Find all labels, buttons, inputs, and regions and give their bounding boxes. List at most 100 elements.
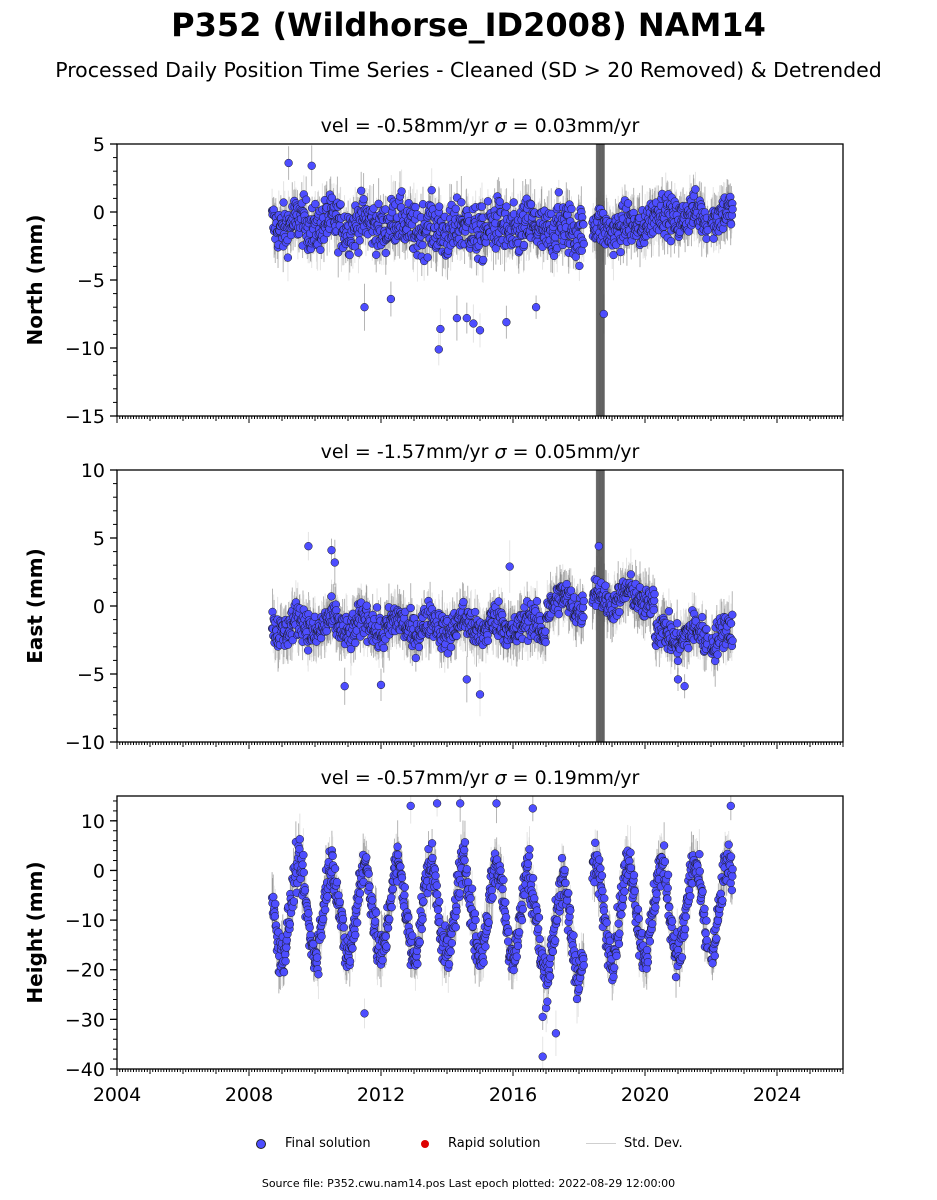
data-point bbox=[691, 185, 700, 194]
data-point bbox=[307, 161, 316, 170]
data-point bbox=[404, 913, 413, 922]
data-point bbox=[615, 607, 624, 617]
data-point bbox=[599, 906, 609, 915]
data-point bbox=[319, 914, 328, 924]
data-point bbox=[594, 542, 603, 551]
data-point bbox=[269, 892, 278, 902]
data-point bbox=[600, 894, 609, 903]
x-tick-label: 2016 bbox=[489, 1084, 537, 1106]
data-point bbox=[419, 897, 428, 906]
data-point bbox=[499, 875, 508, 885]
y-axis: −40 −30 −20 −10 0 10 bbox=[65, 800, 117, 1081]
panel-1: vel = -0.58mm/yr σ = 0.03mm/yr −15 −10 −5 0 5… bbox=[23, 115, 844, 428]
data-point bbox=[572, 994, 582, 1004]
final-solution-points bbox=[267, 799, 737, 1061]
data-point bbox=[459, 597, 468, 607]
data-point bbox=[451, 923, 460, 932]
data-point bbox=[299, 850, 308, 860]
data-point bbox=[666, 237, 676, 246]
data-point bbox=[614, 939, 624, 949]
data-point bbox=[698, 612, 707, 622]
data-point bbox=[433, 905, 443, 914]
data-point bbox=[502, 318, 511, 327]
data-point bbox=[483, 197, 493, 206]
data-point bbox=[702, 624, 711, 634]
y-tick-label: 0 bbox=[93, 202, 105, 224]
data-point bbox=[457, 198, 466, 207]
data-point bbox=[728, 610, 737, 619]
data-point bbox=[314, 970, 323, 979]
data-point bbox=[626, 863, 636, 873]
data-point bbox=[376, 680, 386, 690]
sigma-text: = 0.19mm/yr bbox=[507, 767, 640, 789]
data-point bbox=[369, 204, 378, 213]
data-point bbox=[548, 947, 558, 956]
data-point bbox=[509, 965, 518, 975]
data-point bbox=[618, 902, 627, 911]
panel-title: vel = -0.57mm/yr σ = 0.19mm/yr bbox=[321, 767, 640, 789]
data-point bbox=[728, 205, 737, 214]
data-point bbox=[471, 915, 480, 925]
data-point bbox=[372, 250, 381, 259]
data-point bbox=[285, 920, 295, 929]
data-point bbox=[339, 923, 348, 932]
data-point bbox=[494, 597, 503, 606]
data-point bbox=[526, 200, 536, 209]
data-point bbox=[728, 864, 737, 874]
sigma-text: = 0.03mm/yr bbox=[507, 115, 640, 137]
data-point bbox=[728, 872, 737, 881]
panel-title: vel = -0.58mm/yr σ = 0.03mm/yr bbox=[321, 115, 640, 137]
data-point bbox=[328, 851, 337, 861]
data-point bbox=[712, 934, 721, 943]
data-point bbox=[446, 947, 455, 956]
data-point bbox=[498, 884, 507, 894]
data-point bbox=[569, 931, 578, 940]
panel-3: vel = -0.57mm/yr σ = 0.19mm/yr −40−30−20−… bbox=[23, 767, 844, 1106]
data-point bbox=[557, 854, 567, 863]
data-point bbox=[340, 682, 349, 691]
data-point bbox=[381, 932, 390, 941]
source-footnote: Source file: P352.cwu.nam14.pos Last epo… bbox=[261, 1177, 676, 1190]
data-point bbox=[360, 303, 369, 312]
data-point bbox=[492, 799, 501, 808]
data-point bbox=[338, 914, 348, 924]
data-point bbox=[469, 319, 478, 328]
data-point bbox=[643, 957, 653, 967]
data-point bbox=[726, 220, 736, 229]
data-point bbox=[374, 199, 383, 208]
panel-title: vel = -1.57mm/yr σ = 0.05mm/yr bbox=[321, 441, 640, 463]
data-point bbox=[316, 245, 325, 255]
data-point bbox=[411, 653, 420, 663]
data-point bbox=[345, 250, 354, 260]
data-point bbox=[532, 597, 542, 606]
data-point bbox=[408, 931, 417, 940]
data-point bbox=[503, 937, 513, 946]
data-point bbox=[574, 984, 584, 993]
data-point bbox=[673, 619, 682, 628]
data-point bbox=[431, 871, 440, 880]
data-point bbox=[591, 838, 600, 847]
data-point bbox=[519, 240, 529, 250]
data-point bbox=[360, 1009, 369, 1018]
data-point bbox=[702, 936, 712, 945]
data-point bbox=[509, 198, 518, 207]
data-point bbox=[433, 890, 442, 899]
data-point bbox=[617, 910, 626, 919]
data-point bbox=[481, 942, 490, 951]
data-point bbox=[612, 951, 621, 961]
data-point bbox=[279, 198, 288, 207]
data-point bbox=[598, 886, 607, 896]
data-point bbox=[393, 850, 403, 859]
data-point bbox=[512, 952, 521, 961]
data-point bbox=[357, 186, 366, 195]
data-point bbox=[648, 919, 657, 928]
data-point bbox=[629, 871, 639, 880]
y-axis-label: North (mm) bbox=[23, 214, 47, 345]
data-point bbox=[487, 886, 497, 895]
x-axis: 2004 2008 2012 2016 2020 2024 bbox=[93, 1069, 844, 1106]
data-point bbox=[579, 220, 588, 229]
data-point bbox=[567, 204, 576, 214]
data-point bbox=[298, 860, 307, 869]
data-point bbox=[299, 868, 308, 877]
legend-final-solution: Final solution bbox=[256, 1136, 371, 1151]
